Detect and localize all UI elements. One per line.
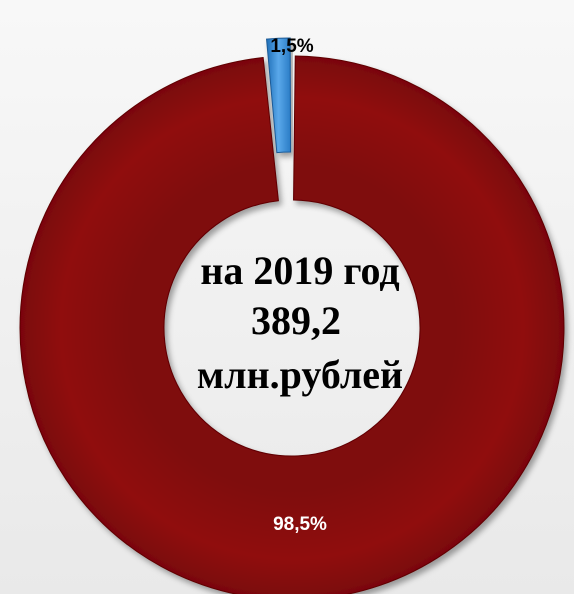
center-text-unit: млн.рублей [197,352,403,397]
center-text-line1: на 2019 год [200,248,399,293]
center-text-group: на 2019 год 389,2 млн.рублей [197,248,403,397]
slice-label-small: 1,5% [270,36,313,57]
center-text-value: 389,2 [251,298,341,343]
slice-small [265,37,292,154]
slice-labels-layer: 98,5% 1,5% [270,36,327,535]
slices-layer [19,37,565,594]
slice-main [19,55,565,594]
slice-label-main: 98,5% [273,514,327,535]
